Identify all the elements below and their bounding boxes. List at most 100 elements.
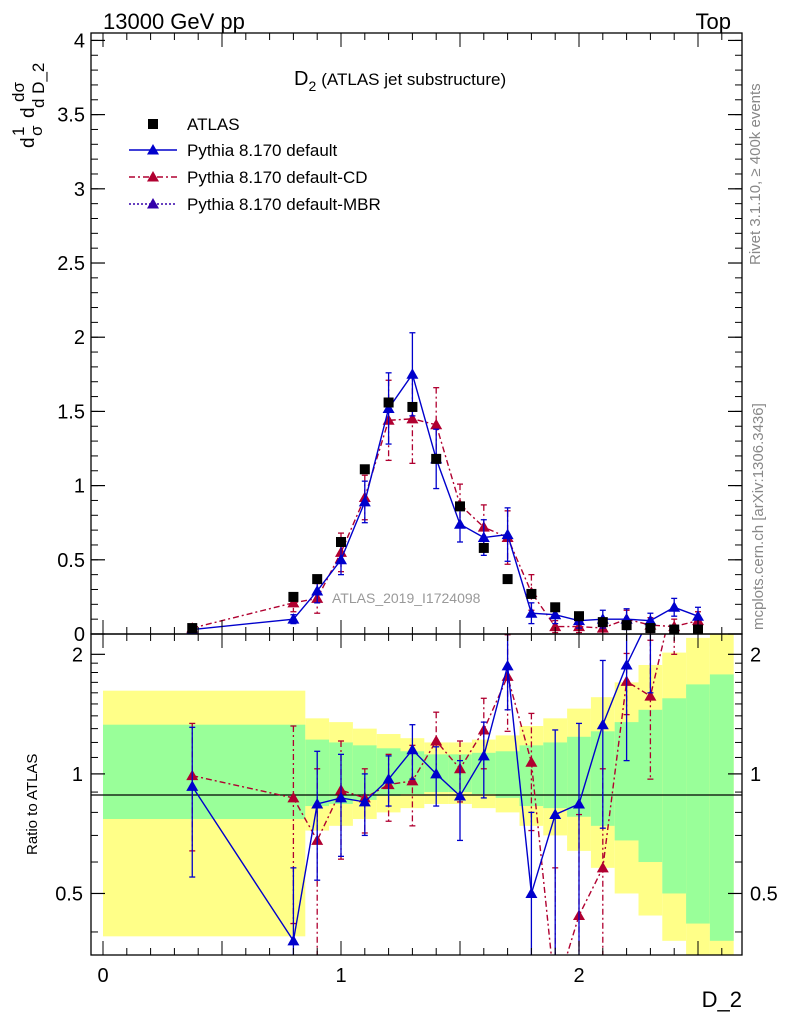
main-ylabel-dD2: d D_2 <box>29 63 48 108</box>
inner-band-segment <box>495 751 520 798</box>
legend-label: ATLAS <box>187 115 240 134</box>
main-point <box>358 495 371 507</box>
atlas-data-point <box>187 623 198 634</box>
main-ytick-label: 2.5 <box>57 253 85 275</box>
legend-marker-atlas <box>148 119 158 129</box>
main-point <box>549 608 562 620</box>
main-point <box>525 607 538 618</box>
ratio-point <box>430 735 443 746</box>
inner-band-segment <box>519 745 544 807</box>
atlas-data-point <box>312 574 323 585</box>
main-ytick-label: 4 <box>74 30 85 52</box>
legend: ATLAS Pythia 8.170 default Pythia 8.170 de… <box>129 115 381 214</box>
main-ylabel-one: 1 <box>9 127 28 136</box>
main-ylabel-prefix: d <box>18 137 39 148</box>
atlas-data-point <box>431 453 442 464</box>
main-point <box>454 518 466 529</box>
atlas-data-point <box>336 536 346 547</box>
ratio-series-clipped <box>186 634 678 955</box>
main-ylabel-sigma: σ <box>27 125 46 136</box>
ratio-series-group <box>186 634 678 955</box>
ratio-point <box>477 749 490 761</box>
main-point <box>287 596 300 608</box>
atlas-data-point <box>455 501 465 512</box>
ratio-point <box>501 659 514 671</box>
ratio-point <box>287 791 300 803</box>
ratio-ytick-label-right: 1 <box>750 764 761 786</box>
axes-group: 0 0.5 1 1.5 2 2.5 3 3.5 4 0 1 2 0.5 0.5 1 1 2 2 <box>55 30 778 987</box>
ratio-point <box>644 690 657 701</box>
ratio-point <box>186 780 199 791</box>
main-point <box>382 402 395 413</box>
xtick-label: 2 <box>573 965 584 987</box>
ratio-point <box>335 791 347 803</box>
main-point <box>406 412 419 424</box>
main-ytick-label: 1 <box>74 476 85 498</box>
main-point <box>335 553 347 565</box>
analysis-watermark: ATLAS_2019_I1724098 <box>332 590 481 606</box>
ratio-point <box>620 658 633 670</box>
atlas-data-point <box>526 588 537 599</box>
legend-marker-triangle <box>147 198 159 209</box>
ratio-point <box>287 934 300 946</box>
atlas-data-point <box>478 542 489 553</box>
mcplots-label: mcplots.cern.ch [arXiv:1306.3436] <box>750 403 767 630</box>
ratio-point <box>596 861 609 873</box>
main-point <box>644 614 657 626</box>
main-point <box>549 620 562 632</box>
inner-band-segment <box>638 709 663 863</box>
ratio-point <box>573 797 585 809</box>
inner-band-segment <box>686 684 710 924</box>
atlas-data-point <box>288 591 299 602</box>
ratio-ytick-label: 2 <box>72 644 83 666</box>
ratio-point <box>525 887 538 898</box>
main-ytick-label: 3 <box>74 179 85 201</box>
ratio-ylabel: Ratio to ATLAS <box>24 754 41 855</box>
ratio-point <box>430 767 443 779</box>
header-process-label: 13000 GeV pp <box>103 9 245 34</box>
ratio-ytick-label-right: 2 <box>750 644 761 666</box>
main-point <box>668 601 681 612</box>
ratio-point <box>311 797 324 809</box>
legend-label: Pythia 8.170 default-CD <box>187 168 368 187</box>
main-point <box>692 610 704 621</box>
main-ytick-label: 0.5 <box>57 550 85 572</box>
ratio-ytick-label: 0.5 <box>55 883 83 905</box>
legend-label: Pythia 8.170 default <box>187 141 338 160</box>
inner-band-segment <box>614 722 639 841</box>
ratio-frame <box>90 633 743 956</box>
ratio-point <box>454 789 466 801</box>
ratio-point <box>596 718 609 730</box>
main-point <box>430 418 443 430</box>
main-ytick-label: 2 <box>74 327 85 349</box>
ratio-point <box>406 743 419 755</box>
atlas-data-point <box>574 611 584 622</box>
chart-title: D2 (ATLAS jet substructure) <box>294 68 506 94</box>
atlas-data-point <box>502 574 513 585</box>
atlas-data-point <box>359 464 370 475</box>
header-top-label: Top <box>696 9 731 34</box>
main-point <box>406 368 419 379</box>
legend-marker-triangle <box>147 171 159 182</box>
main-point <box>477 531 490 543</box>
main-ytick-label: 1.5 <box>57 401 85 423</box>
legend-marker-triangle <box>147 144 159 155</box>
atlas-data-point <box>597 617 608 628</box>
atlas-data-point <box>407 401 418 412</box>
main-ylabel: d 1 σ d dσ d D_2 <box>9 63 48 148</box>
ratio-point <box>358 795 371 807</box>
xtick-label: 1 <box>335 965 346 987</box>
main-point <box>287 613 300 624</box>
main-ytick-label: 0 <box>74 624 85 646</box>
atlas-data-point <box>550 602 561 613</box>
atlas-data-point <box>621 620 632 631</box>
rivet-label: Rivet 3.1.10, ≥ 400k events <box>747 83 764 265</box>
atlas-data-point <box>383 397 394 408</box>
ratio-point <box>382 773 395 784</box>
main-ylabel-dsigma: dσ <box>9 82 28 102</box>
legend-label: Pythia 8.170 default-MBR <box>187 195 381 214</box>
main-point <box>501 528 514 540</box>
inner-band-segment <box>709 674 734 941</box>
main-ylabel-d: d <box>18 107 39 118</box>
